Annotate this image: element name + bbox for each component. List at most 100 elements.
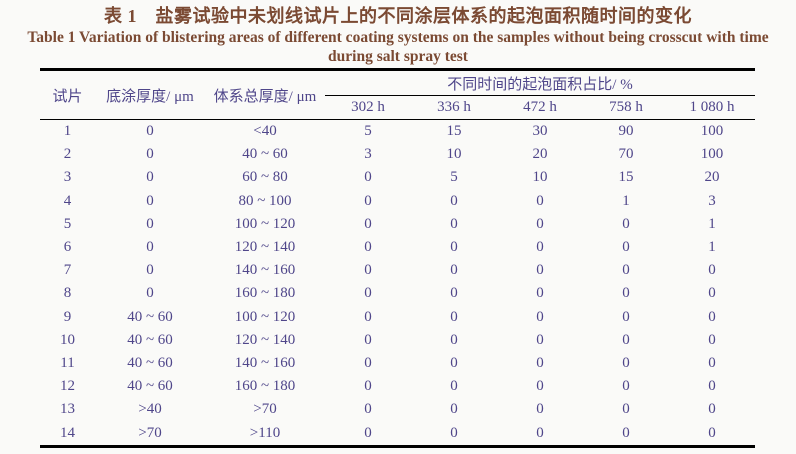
col-header-time-1080h: 1 080 h [669, 95, 756, 120]
cell-value: 0 [364, 262, 372, 279]
cell-total: 100 ~ 120 [234, 215, 296, 232]
cell-value: 0 [622, 401, 630, 418]
cell-total: 60 ~ 80 [242, 169, 288, 186]
table-row: 12 40 ~ 60 160 ~ 180 0 0 0 0 0 [40, 375, 755, 398]
cell-value: 0 [364, 239, 372, 256]
header-row-top: 试片 底涂厚度/ μm 体系总厚度/ μm 不同时间的起泡面积占比/ % [40, 69, 756, 120]
cell-total: 160 ~ 180 [234, 378, 296, 395]
cell-value: 5 [364, 123, 372, 139]
table-header: 试片 底涂厚度/ μm 体系总厚度/ μm 不同时间的起泡面积占比/ % 302… [40, 69, 756, 120]
table-row: 4 0 80 ~ 100 0 0 0 1 3 [40, 190, 755, 213]
cell-value: 0 [622, 239, 630, 256]
cell-value: 0 [622, 262, 630, 279]
table-row: 2 0 40 ~ 60 3 10 20 70 100 [40, 143, 755, 166]
cell-sample: 4 [63, 192, 72, 209]
cell-value: 10 [446, 146, 462, 163]
cell-sample: 9 [63, 308, 72, 325]
table-row: 13 >40 >70 0 0 0 0 0 [40, 398, 755, 421]
cell-total: 100 ~ 120 [234, 308, 296, 325]
cell-value: 1 [708, 215, 716, 232]
cell-primer: 0 [146, 123, 154, 139]
cell-primer: 0 [146, 146, 154, 163]
cell-primer: 40 ~ 60 [127, 355, 173, 372]
cell-value: 0 [536, 424, 544, 441]
cell-total: 120 ~ 140 [234, 331, 296, 348]
cell-sample: 3 [63, 169, 72, 186]
cell-value: 0 [708, 355, 716, 372]
table-title-zh: 表 1 盐雾试验中未划线试片上的不同涂层体系的起泡面积随时间的变化 [104, 6, 692, 26]
table-row: 8 0 160 ~ 180 0 0 0 0 0 [40, 282, 755, 305]
cell-value: 0 [536, 401, 544, 418]
col-header-time-472h: 472 h [497, 95, 583, 120]
cell-value: 0 [450, 192, 458, 209]
cell-sample: 7 [63, 262, 72, 279]
cell-value: 0 [622, 424, 630, 441]
cell-value: 0 [364, 424, 372, 441]
cell-value: 0 [708, 424, 716, 441]
cell-value: 1 [708, 239, 716, 256]
cell-primer: 40 ~ 60 [127, 331, 173, 348]
blister-area-table: 试片 底涂厚度/ μm 体系总厚度/ μm 不同时间的起泡面积占比/ % 302… [40, 68, 756, 448]
cell-value: 0 [622, 285, 630, 302]
cell-primer: >40 [138, 401, 162, 418]
col-header-time-302h: 302 h [325, 95, 411, 120]
cell-primer: >70 [138, 424, 162, 441]
table-title-en-line2: during salt spray test [328, 48, 468, 65]
table-row: 5 0 100 ~ 120 0 0 0 0 1 [40, 213, 755, 236]
table-row: 14 >70 >110 0 0 0 0 0 [40, 422, 755, 447]
cell-value: 0 [708, 401, 716, 418]
cell-value: 100 [700, 146, 724, 163]
cell-value: 0 [450, 285, 458, 302]
cell-value: 0 [450, 378, 458, 395]
cell-value: 0 [450, 239, 458, 256]
table-body: 1 0 <40 5 15 30 90 100 2 0 40 ~ 60 3 10 20 70 100 3 0 60… [40, 120, 756, 447]
table-row: 6 0 120 ~ 140 0 0 0 0 1 [40, 236, 755, 259]
cell-value: 0 [364, 355, 372, 372]
cell-value: 30 [532, 123, 548, 139]
table-row: 11 40 ~ 60 140 ~ 160 0 0 0 0 0 [40, 352, 755, 375]
cell-value: 0 [364, 331, 372, 348]
cell-total: <40 [253, 123, 277, 139]
table-row: 9 40 ~ 60 100 ~ 120 0 0 0 0 0 [40, 306, 755, 329]
cell-primer: 0 [146, 192, 154, 209]
cell-value: 0 [364, 378, 372, 395]
cell-value: 0 [450, 424, 458, 441]
cell-total: 140 ~ 160 [234, 355, 296, 372]
cell-value: 0 [364, 308, 372, 325]
cell-value: 0 [622, 355, 630, 372]
cell-value: 100 [700, 123, 724, 139]
cell-value: 0 [622, 308, 630, 325]
cell-primer: 0 [146, 262, 154, 279]
cell-value: 0 [364, 215, 372, 232]
cell-value: 0 [450, 308, 458, 325]
cell-value: 3 [708, 192, 716, 209]
table-row: 3 0 60 ~ 80 0 5 10 15 20 [40, 166, 755, 189]
table-row: 7 0 140 ~ 160 0 0 0 0 0 [40, 259, 755, 282]
cell-total: 80 ~ 100 [238, 192, 292, 209]
cell-primer: 40 ~ 60 [127, 378, 173, 395]
cell-sample: 11 [60, 355, 75, 372]
cell-sample: 13 [60, 401, 75, 418]
col-header-blister-group: 不同时间的起泡面积占比/ % [325, 69, 756, 96]
cell-value: 0 [708, 262, 716, 279]
cell-value: 1 [622, 192, 630, 209]
cell-value: 70 [618, 146, 634, 163]
cell-value: 0 [536, 331, 544, 348]
cell-primer: 40 ~ 60 [127, 308, 173, 325]
cell-value: 0 [708, 378, 716, 395]
cell-value: 0 [536, 308, 544, 325]
cell-value: 0 [364, 285, 372, 302]
cell-total: 140 ~ 160 [234, 262, 296, 279]
header-row-times: 302 h 336 h 472 h 758 h 1 080 h [40, 95, 756, 120]
col-header-time-336h: 336 h [411, 95, 497, 120]
cell-value: 0 [536, 378, 544, 395]
cell-primer: 0 [146, 169, 154, 186]
cell-value: 0 [536, 239, 544, 256]
col-header-time-758h: 758 h [583, 95, 669, 120]
cell-value: 20 [532, 146, 548, 163]
col-header-sample: 试片 [40, 69, 95, 120]
cell-total: >70 [253, 401, 277, 418]
cell-value: 0 [622, 331, 630, 348]
cell-value: 0 [450, 331, 458, 348]
cell-sample: 2 [63, 146, 72, 163]
